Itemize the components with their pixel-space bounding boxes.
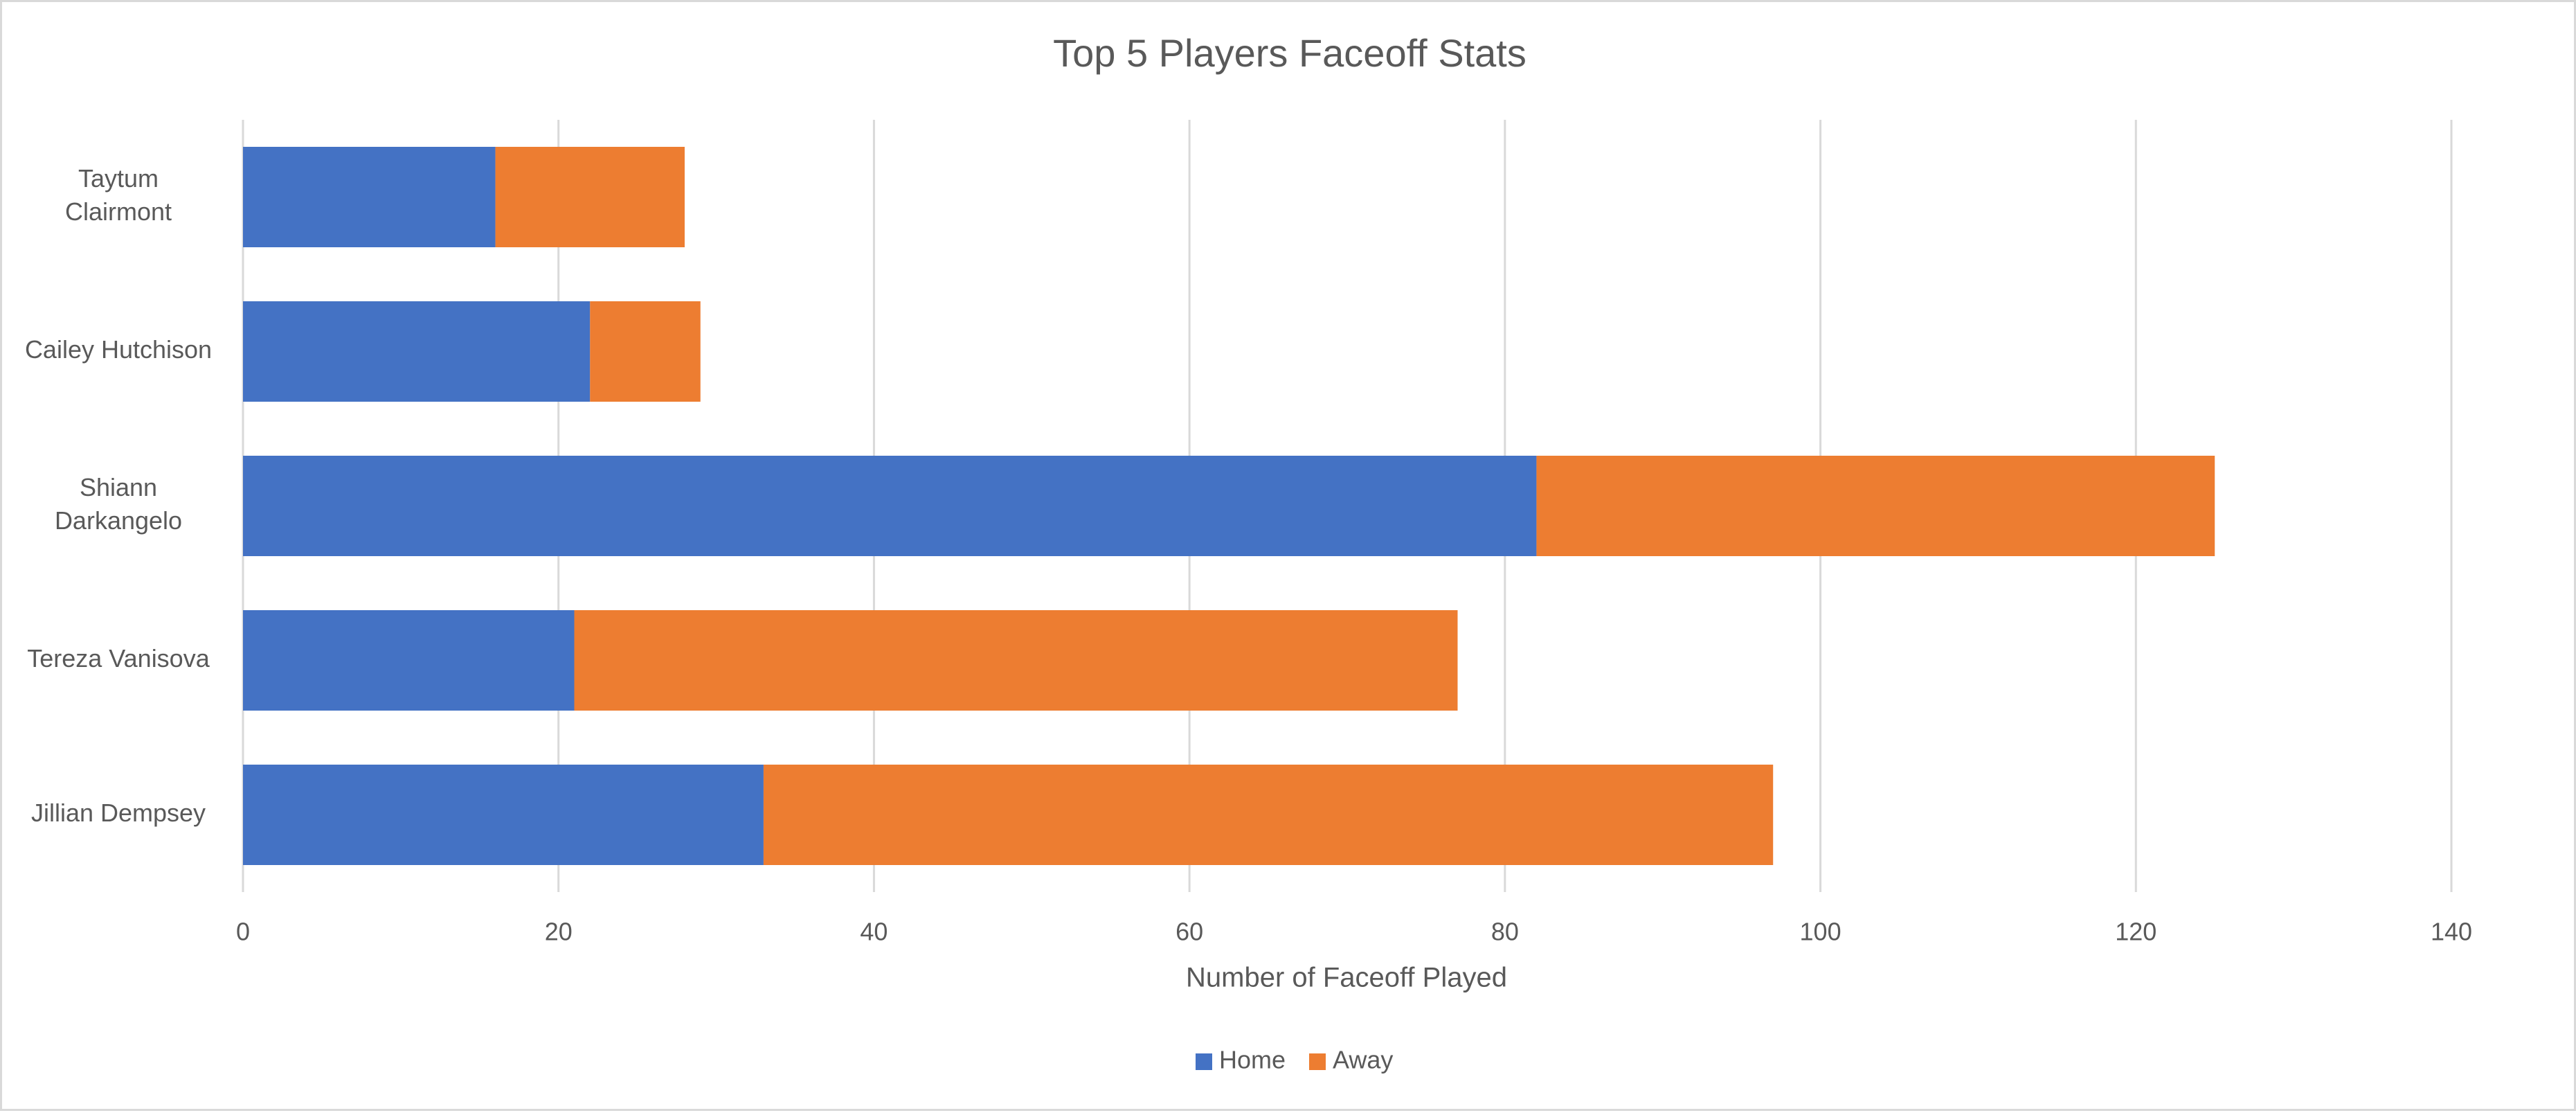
y-category-label: Taytum xyxy=(78,164,159,193)
x-tick-label: 0 xyxy=(236,918,250,946)
bar-home-4 xyxy=(243,765,764,865)
bar-home-3 xyxy=(243,610,575,711)
legend: Home Away xyxy=(1196,1046,1393,1074)
chart-title: Top 5 Players Faceoff Stats xyxy=(1053,31,1526,75)
x-tick-label: 60 xyxy=(1176,918,1203,946)
x-axis-title: Number of Faceoff Played xyxy=(1186,963,1507,993)
bar-away-1 xyxy=(590,301,701,402)
legend-swatch-away xyxy=(1309,1053,1326,1070)
y-category-label: Shiann xyxy=(80,473,157,501)
y-category-label: Darkangelo xyxy=(55,506,182,535)
y-category-label: Cailey Hutchison xyxy=(25,335,212,364)
x-tick-label: 140 xyxy=(2431,918,2472,946)
x-tick-label: 40 xyxy=(860,918,888,946)
y-category-label: Tereza Vanisova xyxy=(27,644,210,673)
y-category-label: Jillian Dempsey xyxy=(31,799,206,827)
x-tick-label: 80 xyxy=(1491,918,1519,946)
legend-swatch-home xyxy=(1196,1053,1212,1070)
x-axis-labels: 0 20 40 60 80 100 120 140 xyxy=(236,918,2472,946)
bars xyxy=(243,147,2215,865)
bar-away-0 xyxy=(496,147,685,247)
bar-away-4 xyxy=(764,765,1773,865)
bar-home-1 xyxy=(243,301,590,402)
bar-away-2 xyxy=(1536,456,2215,556)
legend-label-away: Away xyxy=(1333,1046,1393,1074)
legend-label-home: Home xyxy=(1219,1046,1286,1074)
bar-away-3 xyxy=(575,610,1458,711)
bar-home-2 xyxy=(243,456,1536,556)
x-tick-label: 100 xyxy=(1800,918,1841,946)
x-tick-label: 20 xyxy=(545,918,573,946)
bar-home-0 xyxy=(243,147,496,247)
y-axis-labels: Taytum Clairmont Cailey Hutchison Shiann Dar… xyxy=(25,164,212,827)
y-category-label: Clairmont xyxy=(65,197,172,226)
x-tick-label: 120 xyxy=(2115,918,2156,946)
